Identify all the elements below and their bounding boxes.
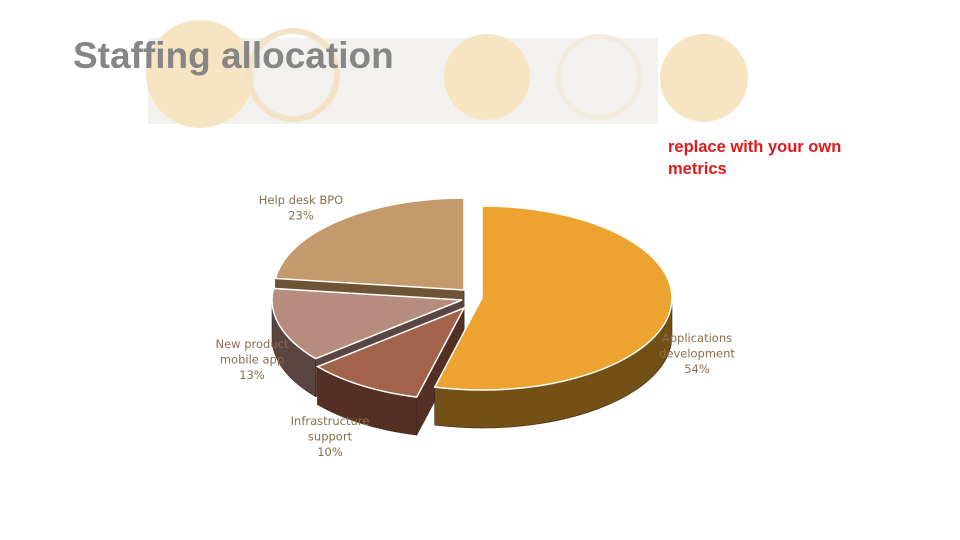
slice-label-new-product-mobile-app: New product mobile app 13% <box>216 337 289 382</box>
pie-slice-infrastructure-support <box>315 306 466 398</box>
pie-slice-new-product-mobile-app <box>271 287 463 360</box>
decorative-circle <box>660 34 748 122</box>
decorative-ring <box>246 28 340 122</box>
slice-label-infrastructure-support: Infrastructure support 10% <box>291 414 370 459</box>
metrics-note: replace with your own metrics <box>668 138 842 178</box>
pie-slice-help-desk-bpo <box>274 197 465 291</box>
slice-label-help-desk-bpo: Help desk BPO 23% <box>259 193 343 223</box>
slide-title: Staffing allocation <box>73 35 394 76</box>
slice-label-applications-development: Applications development 54% <box>659 331 735 376</box>
decorative-ring <box>556 34 642 120</box>
decorative-circle <box>146 20 254 128</box>
decorative-circle <box>444 34 530 120</box>
pie-slice-applications-development <box>433 205 673 391</box>
